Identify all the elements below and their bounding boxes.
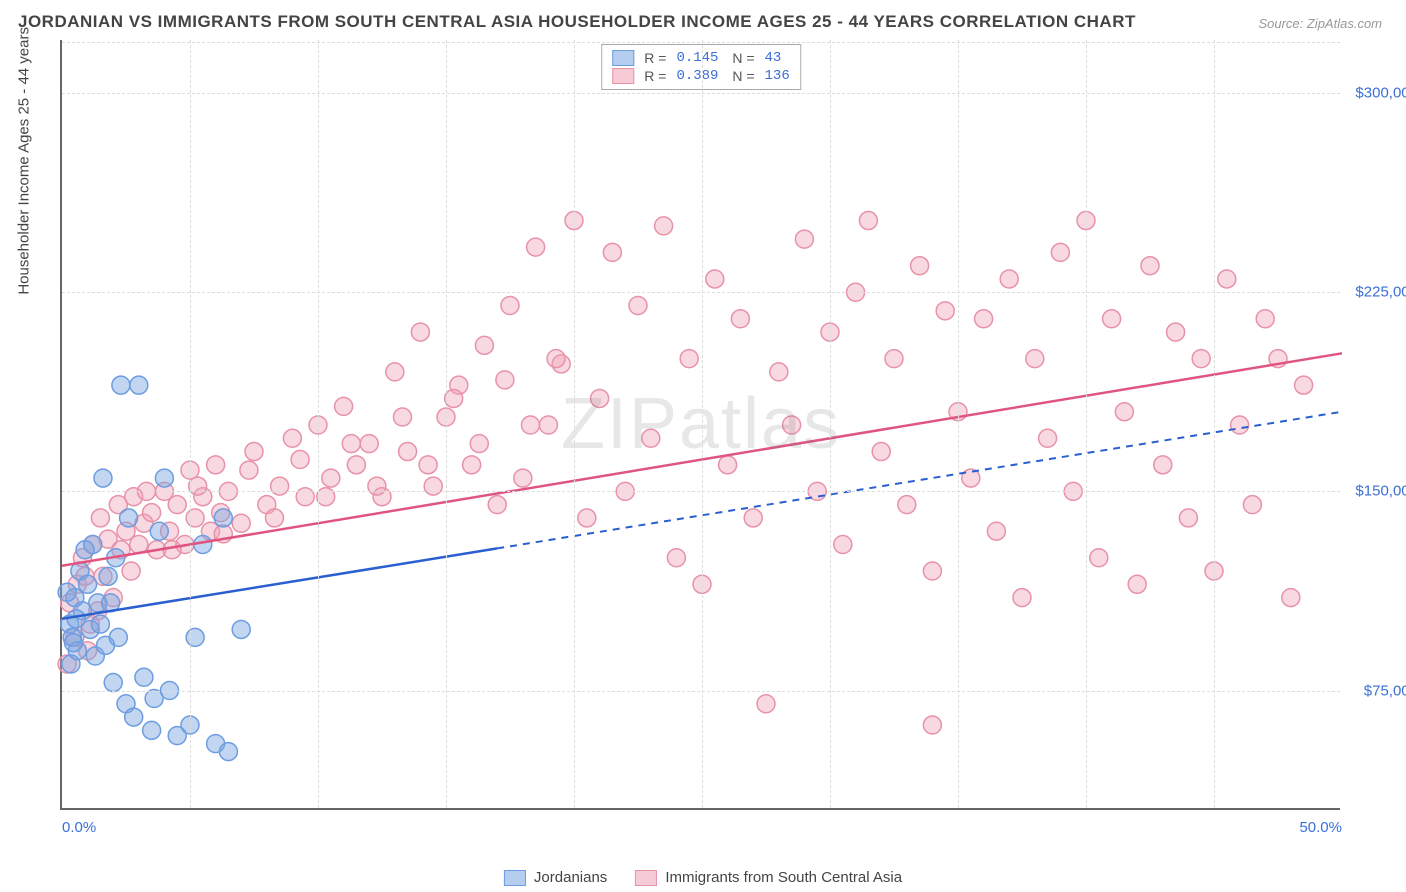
legend-bottom-item-0: Jordanians [504, 869, 607, 886]
x-tick-label: 50.0% [1299, 819, 1342, 836]
stat-r-value-1: 0.389 [676, 68, 718, 84]
plot-area: ZIPatlas R = 0.145 N = 43 R = 0.389 N = … [60, 40, 1340, 810]
legend-bottom-item-1: Immigrants from South Central Asia [635, 869, 902, 886]
x-tick-label: 0.0% [62, 819, 96, 836]
legend-bottom-swatch-1 [635, 870, 657, 886]
stat-n-label-0: N = [728, 50, 754, 66]
stat-r-value-0: 0.145 [676, 50, 718, 66]
stat-n-value-0: 43 [765, 50, 782, 66]
y-tick-label: $225,000 [1355, 284, 1406, 301]
stat-r-label-1: R = [644, 68, 666, 84]
correlation-chart: JORDANIAN VS IMMIGRANTS FROM SOUTH CENTR… [0, 0, 1406, 892]
legend-swatch-1 [612, 68, 634, 84]
legend-swatch-0 [612, 50, 634, 66]
legend-bottom: Jordanians Immigrants from South Central… [504, 869, 902, 886]
legend-bottom-swatch-0 [504, 870, 526, 886]
source-label: Source: ZipAtlas.com [1258, 16, 1382, 31]
y-tick-label: $150,000 [1355, 483, 1406, 500]
stat-n-value-1: 136 [765, 68, 790, 84]
legend-stats-row-0: R = 0.145 N = 43 [612, 49, 790, 67]
y-tick-label: $75,000 [1364, 682, 1406, 699]
chart-title: JORDANIAN VS IMMIGRANTS FROM SOUTH CENTR… [18, 12, 1136, 32]
stat-r-label-0: R = [644, 50, 666, 66]
y-axis-label: Householder Income Ages 25 - 44 years [16, 27, 33, 295]
stat-n-label-1: N = [728, 68, 754, 84]
legend-stats: R = 0.145 N = 43 R = 0.389 N = 136 [601, 44, 801, 90]
y-tick-label: $300,000 [1355, 85, 1406, 102]
scatter-svg [62, 40, 1340, 808]
legend-bottom-label-0: Jordanians [534, 869, 607, 886]
legend-stats-row-1: R = 0.389 N = 136 [612, 67, 790, 85]
legend-bottom-label-1: Immigrants from South Central Asia [665, 869, 902, 886]
